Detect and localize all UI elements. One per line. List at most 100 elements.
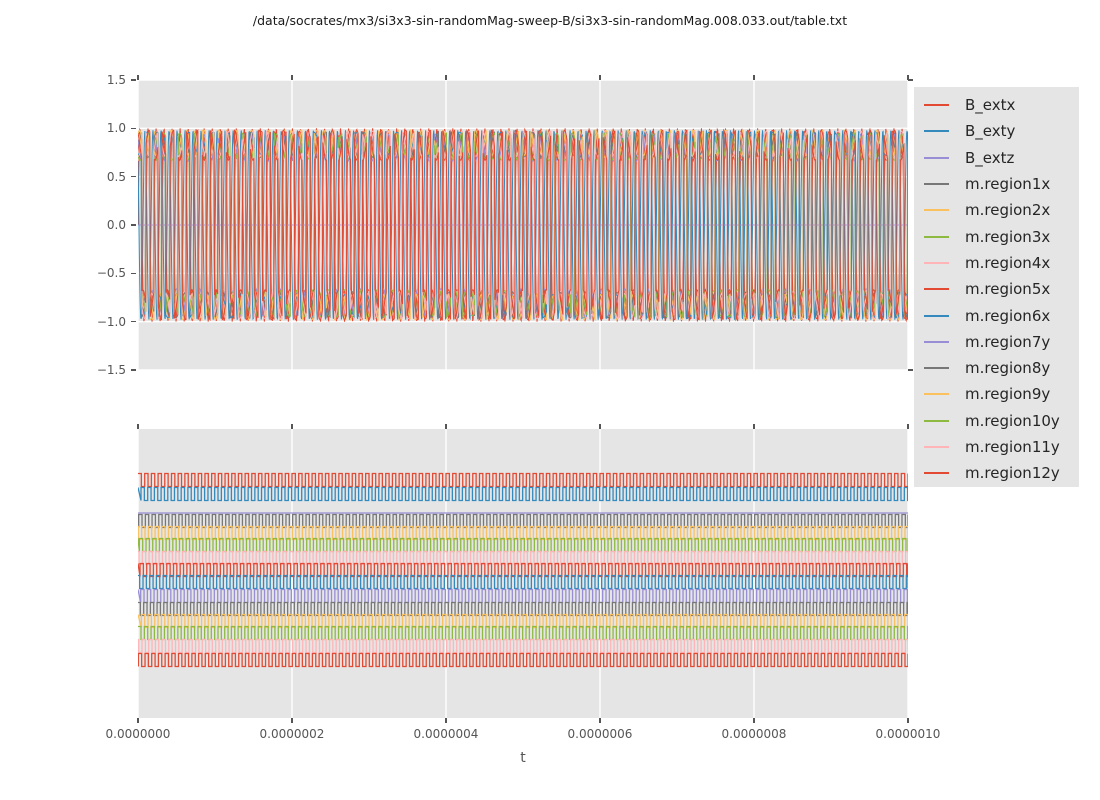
series-offset-m.region9y <box>138 613 908 629</box>
legend-label: m.region12y <box>965 464 1060 483</box>
x-tick-mark <box>753 424 755 429</box>
x-tick-mark <box>907 75 909 80</box>
legend-label: B_exty <box>965 122 1016 141</box>
legend-label: m.region9y <box>965 385 1051 404</box>
legend-item: m.region9y <box>914 381 1079 407</box>
series-m.region11y <box>138 129 908 321</box>
y-tick-label: −1.0 <box>96 314 126 329</box>
y-tick-mark <box>131 224 136 226</box>
legend-line-swatch <box>924 183 949 186</box>
x-axis-label: t <box>520 750 526 766</box>
legend-label: m.region7y <box>965 332 1051 351</box>
legend-line-swatch <box>924 446 949 448</box>
bottom-axes <box>138 429 908 718</box>
y-tick-mark <box>131 176 136 178</box>
series-offset-m.region10y <box>138 625 908 641</box>
y-tick-mark <box>131 321 136 323</box>
series-offset-m.region8y <box>138 601 908 617</box>
legend-line-swatch <box>924 340 949 343</box>
series-offset-m.region7y <box>138 588 908 604</box>
y-tick-label: 0.0 <box>106 218 126 232</box>
legend-item: m.region5x <box>914 276 1079 302</box>
legend-item: m.region2x <box>914 197 1079 223</box>
legend-label: B_extx <box>965 96 1016 115</box>
y-tick-mark <box>908 79 913 81</box>
legend-line-swatch <box>924 314 949 317</box>
x-tick-label: 0.0000008 <box>721 727 787 741</box>
x-tick-mark <box>599 718 601 723</box>
legend-item: m.region4x <box>914 250 1079 276</box>
legend-line-swatch <box>924 472 949 475</box>
y-tick-mark <box>131 369 136 371</box>
x-tick-label: 0.0000006 <box>567 727 633 741</box>
series-offset-B_exty <box>138 486 908 502</box>
y-tick-label: 1.0 <box>106 121 126 136</box>
y-tick-mark <box>131 127 136 129</box>
series-offset-m.region2x <box>138 525 908 541</box>
legend-item: m.region3x <box>914 223 1079 249</box>
legend-item: m.region12y <box>914 460 1079 486</box>
legend-line-swatch <box>924 261 949 264</box>
y-tick-mark <box>908 369 913 371</box>
legend-line-swatch <box>924 104 949 107</box>
legend: B_extx B_exty B_extz m.region1x m.region2x m.… <box>914 87 1079 487</box>
y-tick-label: −0.5 <box>96 266 126 281</box>
legend-line-swatch <box>924 130 949 133</box>
legend-label: m.region10y <box>965 411 1060 430</box>
legend-label: m.region8y <box>965 359 1051 378</box>
x-tick-mark <box>599 75 601 80</box>
x-tick-mark <box>291 718 293 723</box>
series-offset-m.region12y <box>138 652 908 668</box>
x-tick-mark <box>753 718 755 723</box>
legend-line-swatch <box>924 209 949 212</box>
series-offset-m.region11y <box>138 638 908 654</box>
legend-label: m.region1x <box>965 175 1051 194</box>
legend-item: m.region7y <box>914 329 1079 355</box>
legend-line-swatch <box>924 393 949 396</box>
x-tick-mark <box>137 718 139 723</box>
x-tick-label: 0.0000010 <box>875 727 941 741</box>
series-offset-m.region3x <box>138 537 908 553</box>
x-tick-mark <box>445 718 447 723</box>
bottom-plot-area <box>138 429 908 718</box>
x-tick-label: 0.0000000 <box>105 727 171 741</box>
legend-label: m.region6x <box>965 306 1051 325</box>
x-tick-label: 0.0000004 <box>413 727 479 741</box>
legend-item: B_exty <box>914 118 1079 144</box>
x-tick-mark <box>445 424 447 429</box>
series-offset-m.region5x <box>138 562 908 578</box>
y-tick-label: 1.5 <box>106 73 126 87</box>
x-tick-mark <box>137 75 139 80</box>
x-tick-mark <box>753 75 755 80</box>
legend-label: B_extz <box>965 148 1015 167</box>
legend-label: m.region11y <box>965 438 1060 456</box>
legend-line-swatch <box>924 367 949 370</box>
legend-line-swatch <box>924 419 949 422</box>
x-tick-mark <box>445 75 447 80</box>
y-tick-label: 0.5 <box>106 169 126 184</box>
series-offset-m.region1x <box>138 513 908 529</box>
x-tick-mark <box>907 424 909 429</box>
series-offset-B_extx <box>138 472 908 488</box>
series-offset-m.region6x <box>138 574 908 590</box>
figure-title: /data/socrates/mx3/si3x3-sin-randomMag-s… <box>252 13 848 28</box>
legend-line-swatch <box>924 288 949 291</box>
y-tick-mark <box>131 79 136 81</box>
legend-item: B_extz <box>914 145 1079 171</box>
x-tick-mark <box>291 424 293 429</box>
series-offset-m.region4x <box>138 550 908 566</box>
x-tick-mark <box>291 75 293 80</box>
legend-item: m.region8y <box>914 355 1079 381</box>
legend-label: m.region5x <box>965 280 1051 299</box>
legend-line-swatch <box>924 156 949 159</box>
legend-label: m.region2x <box>965 201 1051 220</box>
top-plot-area <box>138 80 908 370</box>
legend-label: m.region4x <box>965 253 1051 272</box>
x-tick-mark <box>907 718 909 723</box>
x-tick-mark <box>599 424 601 429</box>
x-tick-label: 0.0000002 <box>259 727 325 741</box>
series-m.region12y <box>138 128 908 322</box>
legend-item: m.region1x <box>914 171 1079 197</box>
legend-item: B_extx <box>914 92 1079 118</box>
